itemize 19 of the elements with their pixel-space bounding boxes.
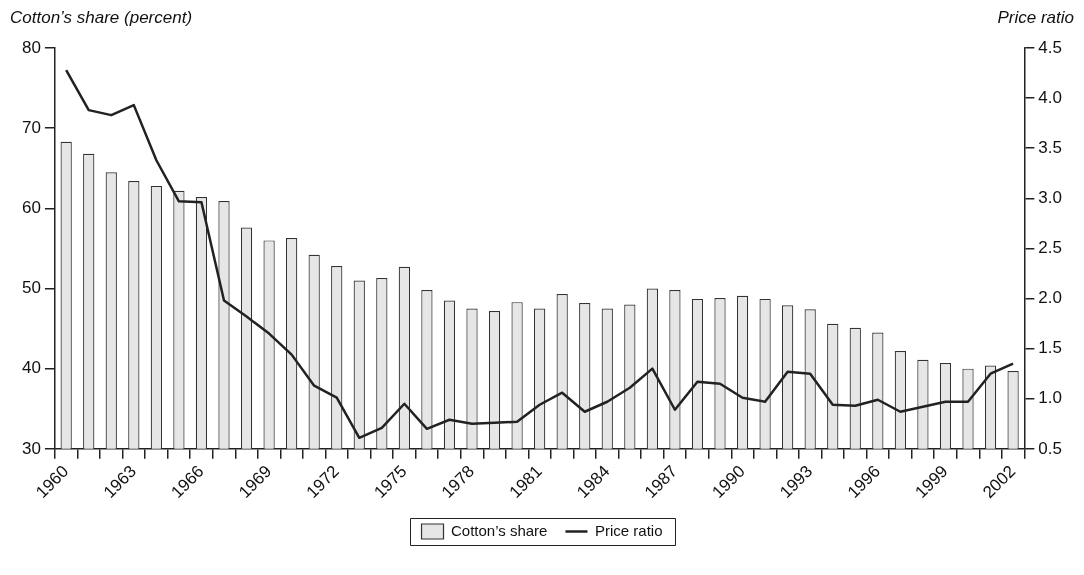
y-tick-label: 70: [21, 117, 41, 137]
y2-tick-label: 4.5: [1038, 37, 1063, 57]
y2-tick-label: 2.5: [1038, 238, 1063, 258]
y-tick-label: 40: [21, 358, 41, 378]
y2-tick-label: 4.0: [1038, 87, 1063, 107]
y-tick-label: 30: [21, 438, 41, 458]
legend-label: Price ratio: [594, 521, 663, 539]
y-axis-title: Cotton’s share (percent): [10, 8, 193, 28]
y2-tick-label: 2.0: [1038, 288, 1063, 308]
y2-tick-label: 0.5: [1038, 438, 1063, 458]
legend-label: Cotton’s share: [451, 521, 548, 539]
y-tick-label: 60: [21, 198, 41, 218]
y-tick-label: 80: [21, 37, 41, 57]
y2-tick-label: 3.0: [1038, 188, 1063, 207]
y2-tick-label: 1.5: [1038, 338, 1063, 358]
y2-tick-label: 1.0: [1038, 388, 1063, 408]
y2-axis-title: Price ratio: [997, 8, 1074, 28]
y2-tick-label: 3.5: [1038, 137, 1063, 157]
y-tick-label: 50: [21, 278, 41, 298]
